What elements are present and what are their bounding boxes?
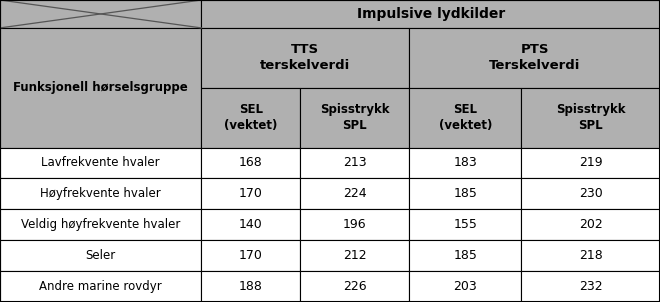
Bar (300, 240, 409, 271)
Bar (521, 209, 660, 240)
Bar (0, 240, 201, 271)
Bar (521, 147, 660, 178)
Bar (201, 28, 409, 88)
Bar (0, 28, 201, 147)
Bar (409, 88, 521, 147)
Text: 232: 232 (579, 280, 603, 293)
Bar (521, 271, 660, 302)
Bar (300, 271, 409, 302)
Text: 196: 196 (343, 218, 366, 231)
Bar (201, 0, 660, 28)
Text: SEL
(vektet): SEL (vektet) (224, 103, 277, 132)
Text: Funksjonell hørselsgruppe: Funksjonell hørselsgruppe (13, 81, 188, 94)
Bar (201, 271, 300, 302)
Text: 218: 218 (579, 249, 603, 262)
Bar (0, 209, 201, 240)
Text: 140: 140 (239, 218, 263, 231)
Bar (300, 88, 409, 147)
Bar (0, 147, 201, 178)
Text: Spisstrykk
SPL: Spisstrykk SPL (320, 103, 389, 132)
Bar (300, 209, 409, 240)
Bar (0, 178, 201, 209)
Bar (409, 271, 521, 302)
Bar (409, 209, 521, 240)
Text: 155: 155 (453, 218, 477, 231)
Text: Spisstrykk
SPL: Spisstrykk SPL (556, 103, 626, 132)
Text: SEL
(vektet): SEL (vektet) (439, 103, 492, 132)
Bar (201, 178, 300, 209)
Text: 185: 185 (453, 249, 477, 262)
Bar (0, 271, 201, 302)
Bar (0, 0, 201, 28)
Text: 203: 203 (453, 280, 477, 293)
Text: 183: 183 (453, 156, 477, 169)
Bar (521, 88, 660, 147)
Text: 213: 213 (343, 156, 366, 169)
Bar (201, 88, 300, 147)
Bar (300, 147, 409, 178)
Bar (409, 28, 660, 88)
Text: Veldig høyfrekvente hvaler: Veldig høyfrekvente hvaler (21, 218, 180, 231)
Text: PTS
Terskelverdi: PTS Terskelverdi (489, 43, 580, 72)
Text: Lavfrekvente hvaler: Lavfrekvente hvaler (42, 156, 160, 169)
Text: 188: 188 (239, 280, 263, 293)
Text: 230: 230 (579, 187, 603, 200)
Text: 224: 224 (343, 187, 366, 200)
Text: 202: 202 (579, 218, 603, 231)
Bar (201, 240, 300, 271)
Text: 170: 170 (239, 187, 263, 200)
Text: Seler: Seler (86, 249, 115, 262)
Bar (300, 178, 409, 209)
Text: TTS
terskelverdi: TTS terskelverdi (260, 43, 350, 72)
Text: 185: 185 (453, 187, 477, 200)
Text: Impulsive lydkilder: Impulsive lydkilder (356, 7, 505, 21)
Text: 212: 212 (343, 249, 366, 262)
Bar (201, 147, 300, 178)
Bar (409, 147, 521, 178)
Bar (521, 178, 660, 209)
Text: 170: 170 (239, 249, 263, 262)
Bar (521, 240, 660, 271)
Text: 226: 226 (343, 280, 366, 293)
Bar (409, 240, 521, 271)
Text: Andre marine rovdyr: Andre marine rovdyr (40, 280, 162, 293)
Text: Høyfrekvente hvaler: Høyfrekvente hvaler (40, 187, 161, 200)
Text: 219: 219 (579, 156, 603, 169)
Text: 168: 168 (239, 156, 263, 169)
Bar (409, 178, 521, 209)
Bar (201, 209, 300, 240)
